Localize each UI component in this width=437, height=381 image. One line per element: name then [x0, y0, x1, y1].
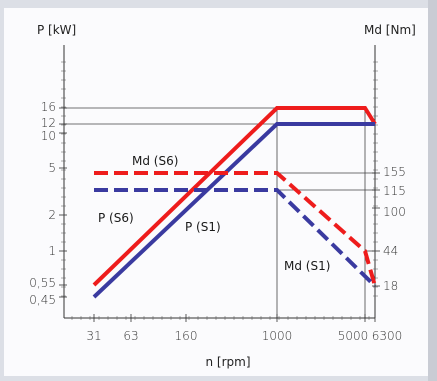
x-tick-label: 63 — [123, 329, 138, 343]
annotation-md-s6: Md (S6) — [132, 154, 178, 168]
y-left-tick-label: 0,55 — [29, 276, 56, 290]
y-left-tick-label: 0,45 — [29, 293, 56, 307]
y-right-tick-label: 44 — [383, 244, 398, 258]
y-left-axis-title: P [kW] — [37, 23, 76, 37]
x-tick-label: 6300 — [372, 329, 403, 343]
series-lines — [92, 106, 377, 299]
y-right-tick-label: 115 — [383, 184, 406, 198]
annotation-p-s6: P (S6) — [98, 211, 134, 225]
x-tick-label: 160 — [175, 329, 198, 343]
y-right-tick-label: 155 — [383, 165, 406, 179]
y-left-tick-label: 16 — [41, 100, 56, 114]
y-left-tick-label: 2 — [48, 208, 56, 222]
x-tick-label: 5000 — [338, 329, 369, 343]
annotation-p-s1: P (S1) — [185, 220, 221, 234]
y-right-tick-label: 18 — [383, 279, 398, 293]
y-right-tick-label: 100 — [383, 205, 406, 219]
y-left-tick-label: 1 — [48, 244, 56, 258]
series-md-s6 — [94, 171, 377, 287]
x-axis-title: n [rpm] — [205, 355, 250, 369]
series-p-s6 — [92, 106, 377, 287]
series-p-s1 — [92, 122, 375, 299]
y-left-tick-label: 10 — [41, 129, 56, 143]
annotation-md-s1: Md (S1) — [284, 259, 330, 273]
chart-frame — [63, 45, 376, 319]
y-left-tick-label: 12 — [41, 116, 56, 130]
y-left-tick-label: 5 — [48, 161, 56, 175]
x-tick-label: 1000 — [262, 329, 293, 343]
side-shadow — [428, 0, 437, 381]
x-tick-label: 31 — [86, 329, 101, 343]
y-right-axis-title: Md [Nm] — [364, 23, 416, 37]
series-md-s1 — [94, 188, 377, 288]
